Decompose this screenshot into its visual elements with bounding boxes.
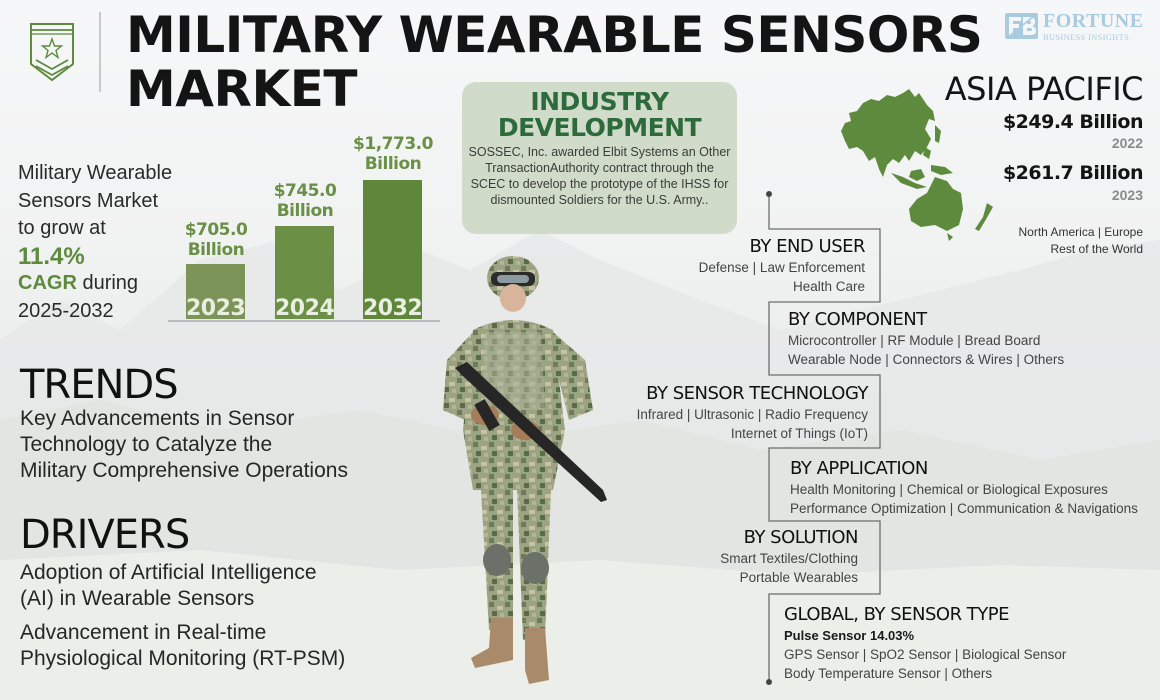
bar-2032: 2032: [363, 180, 423, 321]
driver-item: Adoption of Artificial Intelligence (AI)…: [20, 560, 400, 612]
segment-line: Defense | Law Enforcement: [698, 260, 865, 275]
fbi-logo-icon: [1005, 13, 1038, 39]
segment-line: Smart Textiles/Clothing: [720, 551, 858, 566]
segment-highlight: Pulse Sensor 14.03%: [784, 628, 915, 643]
market-size-bar-chart: $705.0 Billion 2023 $745.0 Billion 2024 …: [165, 130, 440, 322]
industry-development-card: INDUSTRY DEVELOPMENT SOSSEC, Inc. awarde…: [462, 82, 737, 234]
bar-value-label-2023: $705.0 Billion: [156, 220, 276, 260]
chart-baseline: [168, 320, 440, 322]
trends-line: Technology to Catalyze the: [20, 433, 273, 456]
bar-2024: 2024: [275, 226, 335, 321]
segment-line: Wearable Node | Connectors & Wires | Oth…: [788, 352, 1065, 367]
cagr-during: during: [76, 272, 139, 294]
driver-line: Adoption of Artificial Intelligence: [20, 561, 317, 584]
bar-unit: Billion: [364, 154, 422, 174]
trends-line: Key Advancements in Sensor: [20, 407, 295, 430]
segment-title: BY END USER: [749, 236, 866, 257]
drivers-section: DRIVERS Adoption of Artificial Intellige…: [20, 514, 400, 672]
asia-pacific-map-icon: [841, 89, 993, 241]
bar-unit: Billion: [276, 201, 334, 221]
bar-amount: $1,773.0: [353, 134, 433, 154]
driver-item: Advancement in Real-time Physiological M…: [20, 620, 400, 672]
segment-line: Performance Optimization | Communication…: [790, 501, 1138, 516]
drivers-heading: DRIVERS: [20, 512, 190, 558]
driver-line: Advancement in Real-time: [20, 621, 267, 644]
segment-line: Health Monitoring | Chemical or Biologic…: [790, 482, 1108, 497]
segment-by-application: BY APPLICATION Health Monitoring | Chemi…: [790, 458, 1138, 518]
intro-line: Military Wearable: [18, 162, 173, 184]
industry-development-heading: INDUSTRY DEVELOPMENT: [462, 89, 737, 141]
segment-title: GLOBAL, BY SENSOR TYPE: [784, 604, 1010, 625]
trends-line: Military Comprehensive Operations: [20, 459, 348, 482]
segment-title: BY SOLUTION: [743, 527, 859, 548]
segment-line: Body Temperature Sensor | Others: [784, 666, 993, 681]
region-year-2023: 2023: [1111, 187, 1143, 203]
bar-amount: $705.0: [184, 220, 248, 240]
logo-wordmark: FORTUNE: [1043, 10, 1144, 32]
other-regions-line: North America | Europe: [1018, 225, 1143, 239]
trends-section: TRENDS Key Advancements in Sensor Techno…: [20, 364, 400, 484]
forecast-period: 2025-2032: [18, 299, 114, 322]
intro-line: to grow at: [18, 217, 106, 239]
segment-by-sensor-technology: BY SENSOR TECHNOLOGY Infrared | Ultrason…: [636, 383, 869, 443]
market-growth-summary: Military Wearable Sensors Market to grow…: [18, 160, 188, 325]
bar-unit: Billion: [187, 240, 245, 260]
other-regions: North America | Europe Rest of the World: [1018, 224, 1143, 258]
soldier-illustration: [443, 256, 607, 684]
region-value-2022: $249.4 Billion: [1002, 111, 1144, 133]
bar-year-label: 2032: [363, 296, 423, 321]
segment-by-solution: BY SOLUTION Smart Textiles/Clothing Port…: [720, 527, 858, 587]
title-line-1: MILITARY WEARABLE SENSORS: [126, 6, 983, 64]
bar-amount: $745.0: [273, 181, 337, 201]
heading-line: INDUSTRY: [530, 87, 669, 116]
cagr-label: CAGR: [18, 272, 77, 294]
segment-line: Infrared | Ultrasonic | Radio Frequency: [636, 407, 868, 422]
bar-value-label-2032: $1,773.0 Billion: [333, 134, 453, 174]
bar-value-label-2024: $745.0 Billion: [245, 181, 365, 221]
bar-year-label: 2023: [186, 296, 246, 321]
segment-by-component: BY COMPONENT Microcontroller | RF Module…: [788, 309, 1064, 369]
segment-line: Health Care: [792, 279, 865, 294]
segment-by-end-user: BY END USER Defense | Law Enforcement He…: [698, 236, 866, 296]
segment-line: Portable Wearables: [739, 570, 858, 585]
logo-tagline: BUSINESS INSIGHTS: [1043, 32, 1130, 42]
region-value-2023: $261.7 Billion: [1002, 162, 1144, 184]
header-divider: [99, 12, 101, 92]
bar-2023: 2023: [186, 264, 246, 321]
intro-line: Sensors Market: [18, 189, 159, 212]
segment-global-by-sensor-type: GLOBAL, BY SENSOR TYPE Pulse Sensor 14.0…: [784, 604, 1066, 683]
bar-year-label: 2024: [275, 296, 335, 321]
trends-heading: TRENDS: [20, 362, 179, 408]
industry-development-text: SOSSEC, Inc. awarded Elbit Systems an Ot…: [468, 145, 731, 207]
segment-title: BY APPLICATION: [790, 458, 928, 479]
segment-line: GPS Sensor | SpO2 Sensor | Biological Se…: [784, 647, 1067, 662]
title-line-2: MARKET: [126, 60, 357, 118]
segment-title: BY COMPONENT: [788, 309, 927, 330]
segment-line: Internet of Things (IoT): [730, 426, 868, 441]
trends-text: Key Advancements in Sensor Technology to…: [20, 406, 400, 484]
segment-line: Microcontroller | RF Module | Bread Boar…: [788, 333, 1041, 348]
region-title: ASIA PACIFIC: [944, 70, 1144, 108]
driver-line: (AI) in Wearable Sensors: [20, 587, 255, 610]
page-title: MILITARY WEARABLE SENSORS MARKET: [126, 6, 983, 118]
fortune-business-insights-logo: FORTUNE BUSINESS INSIGHTS: [1005, 10, 1145, 42]
military-rank-badge-icon: [30, 23, 74, 82]
region-year-2022: 2022: [1111, 135, 1143, 151]
cagr-value: 11.4%: [18, 242, 85, 270]
other-regions-line: Rest of the World: [1050, 242, 1143, 256]
heading-line: DEVELOPMENT: [497, 113, 702, 142]
segment-title: BY SENSOR TECHNOLOGY: [646, 383, 868, 404]
driver-line: Physiological Monitoring (RT-PSM): [20, 647, 346, 670]
